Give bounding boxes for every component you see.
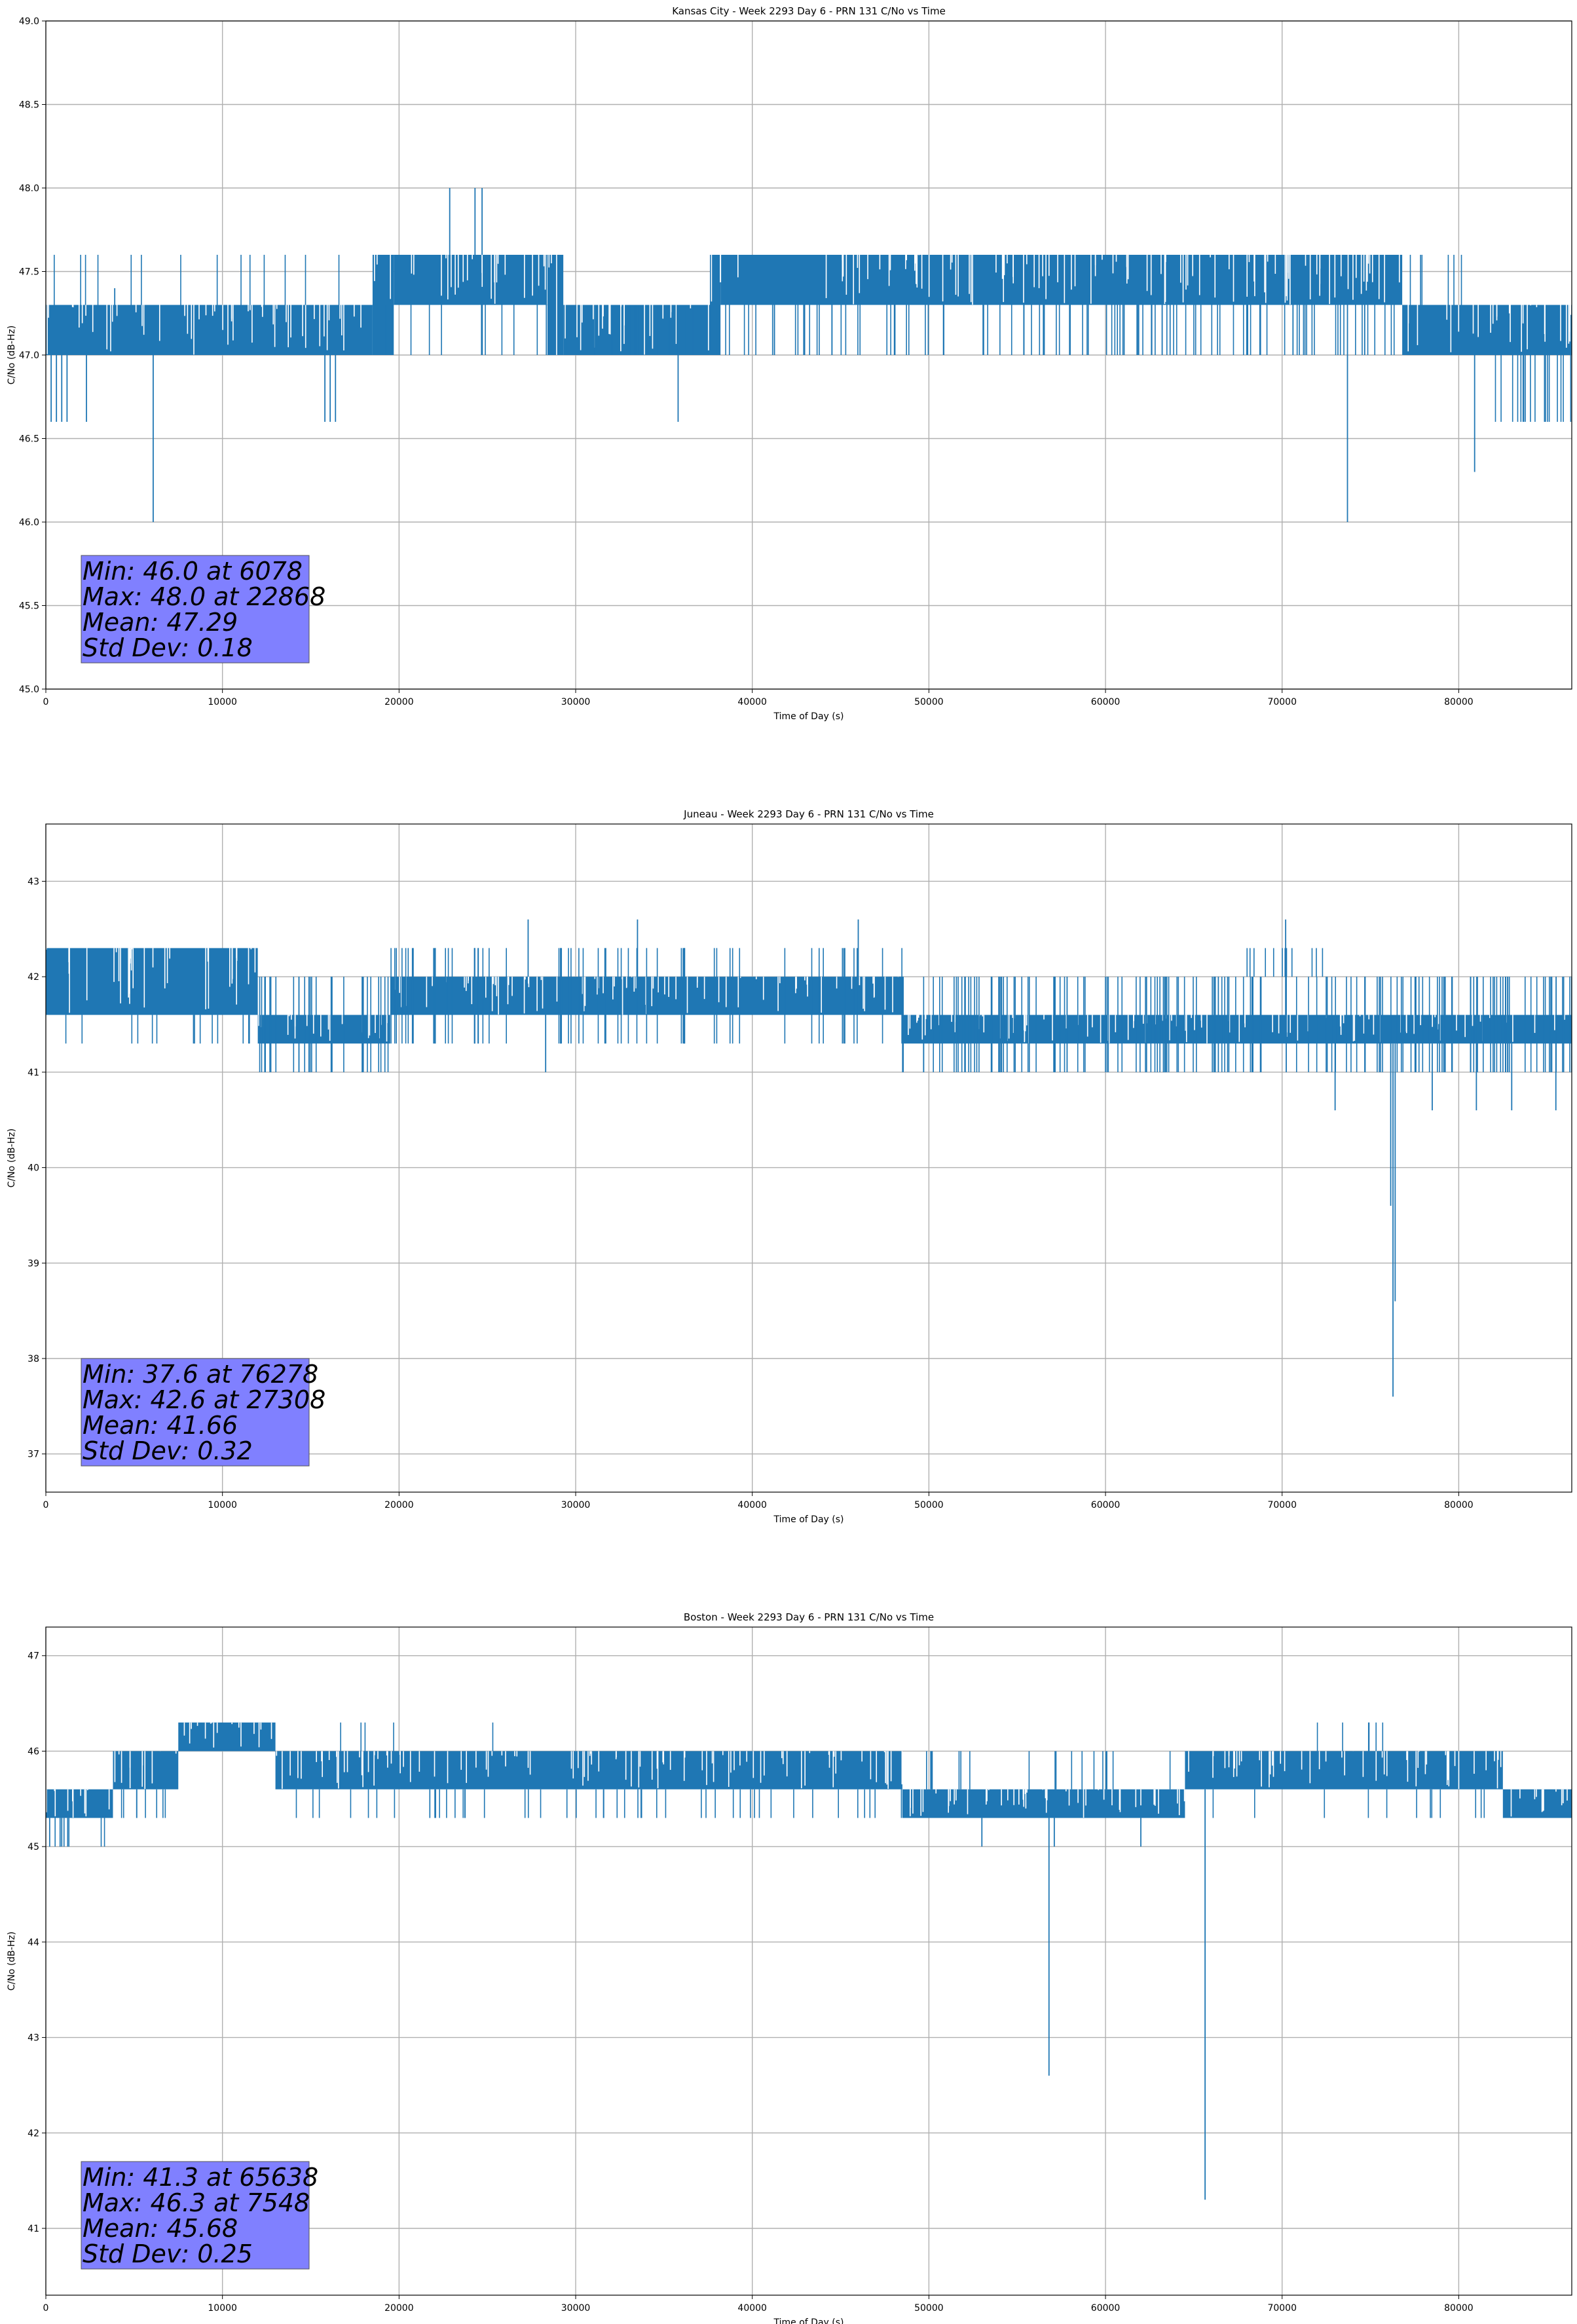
x-axis-label: Time of Day (s) [773, 711, 844, 722]
x-tick-label: 30000 [561, 2303, 591, 2314]
x-tick-label: 40000 [737, 1500, 767, 1510]
y-tick-label: 47 [28, 1651, 39, 1662]
y-axis-label: C/No (dB-Hz) [7, 1932, 17, 1991]
x-tick-label: 50000 [914, 1500, 944, 1510]
series-band [1502, 1789, 1572, 1818]
stats-line: Std Dev: 0.32 [83, 1436, 253, 1465]
y-tick-label: 41 [28, 1068, 39, 1078]
stats-line: Max: 48.0 at 22868 [83, 582, 325, 611]
chart-title: Boston - Week 2293 Day 6 - PRN 131 C/No … [684, 1611, 934, 1623]
x-tick-label: 30000 [561, 697, 591, 707]
stats-box [81, 1358, 310, 1467]
series-band [902, 1789, 1185, 1818]
series-band [547, 255, 564, 355]
chart-title: Kansas City - Week 2293 Day 6 - PRN 131 … [672, 5, 946, 17]
chart-panel-3: 0 10000 20000 30000 40000 50000 60000 70000 8000… [7, 1611, 1572, 2324]
x-tick-label: 20000 [384, 697, 414, 707]
x-tick-label: 40000 [737, 2303, 767, 2314]
chart-panel-1: 0 10000 20000 30000 40000 50000 60000 70000 8000… [7, 5, 1572, 722]
series-band [46, 948, 258, 1015]
y-tick-label: 45.5 [19, 601, 39, 612]
series-band [563, 305, 710, 355]
stats-line: Std Dev: 0.25 [83, 2240, 253, 2268]
series-band [46, 1789, 113, 1818]
x-tick-label: 70000 [1267, 2303, 1297, 2314]
y-tick-label: 48.0 [19, 183, 39, 194]
stats-line: Mean: 45.68 [83, 2214, 238, 2243]
stats-line: Std Dev: 0.18 [83, 633, 253, 662]
y-tick-label: 43 [28, 2033, 39, 2044]
series-band [113, 1751, 179, 1790]
stats-box [81, 2161, 310, 2270]
stats-line: Min: 46.0 at 6078 [83, 557, 303, 586]
stats-box [81, 555, 310, 664]
stats-line: Max: 46.3 at 7548 [83, 2188, 310, 2217]
x-axis-label: Time of Day (s) [773, 1514, 844, 1525]
stats-line: Max: 42.6 at 27308 [83, 1385, 325, 1414]
x-tick-label: 0 [43, 697, 49, 707]
y-tick-label: 48.5 [19, 100, 39, 111]
stats-line: Mean: 41.66 [83, 1411, 238, 1440]
x-tick-label: 30000 [561, 1500, 591, 1510]
x-tick-label: 80000 [1444, 1500, 1474, 1510]
y-tick-label: 46.0 [19, 517, 39, 528]
y-tick-label: 44 [28, 1938, 39, 1948]
y-tick-label: 46.5 [19, 434, 39, 445]
x-tick-label: 20000 [384, 1500, 414, 1510]
y-tick-label: 39 [28, 1258, 39, 1269]
y-tick-label: 38 [28, 1354, 39, 1364]
chart-panel-2: 0 10000 20000 30000 40000 50000 60000 70000 8000… [7, 808, 1572, 1525]
x-tick-label: 80000 [1444, 2303, 1474, 2314]
stats-line: Mean: 47.29 [83, 608, 238, 637]
x-tick-label: 60000 [1091, 1500, 1121, 1510]
y-axis-label: C/No (dB-Hz) [7, 326, 17, 384]
series-band [1185, 1751, 1503, 1790]
y-tick-label: 40 [28, 1163, 39, 1174]
series-band [1402, 305, 1572, 355]
y-tick-label: 42 [28, 2128, 39, 2139]
stats-line: Min: 37.6 at 76278 [83, 1360, 318, 1389]
chart-title: Juneau - Week 2293 Day 6 - PRN 131 C/No … [683, 808, 934, 820]
x-tick-label: 0 [43, 1500, 49, 1510]
x-tick-label: 10000 [208, 1500, 237, 1510]
x-tick-label: 10000 [208, 697, 237, 707]
y-tick-label: 41 [28, 2224, 39, 2234]
x-tick-label: 70000 [1267, 1500, 1297, 1510]
x-axis-label: Time of Day (s) [773, 2317, 844, 2324]
x-tick-label: 60000 [1091, 2303, 1121, 2314]
stats-line: Min: 41.3 at 65638 [83, 2163, 318, 2192]
y-tick-label: 43 [28, 876, 39, 887]
y-tick-label: 49.0 [19, 16, 39, 27]
y-tick-label: 47.0 [19, 350, 39, 361]
x-tick-label: 80000 [1444, 697, 1474, 707]
y-axis-label: C/No (dB-Hz) [7, 1129, 17, 1188]
axes-frame [45, 20, 1572, 690]
x-tick-label: 60000 [1091, 697, 1121, 707]
x-tick-label: 50000 [914, 697, 944, 707]
x-tick-label: 0 [43, 2303, 49, 2314]
y-tick-label: 37 [28, 1450, 39, 1460]
x-tick-label: 70000 [1267, 697, 1297, 707]
y-tick-label: 46 [28, 1746, 39, 1757]
y-tick-label: 45 [28, 1842, 39, 1852]
axes-frame [45, 823, 1572, 1493]
x-tick-label: 10000 [208, 2303, 237, 2314]
y-tick-label: 45.0 [19, 684, 39, 695]
x-tick-label: 20000 [384, 2303, 414, 2314]
y-tick-label: 47.5 [19, 267, 39, 278]
series-band [275, 1751, 902, 1790]
series-band [720, 255, 1403, 305]
series-band [113, 305, 373, 355]
x-tick-label: 40000 [737, 697, 767, 707]
y-tick-label: 42 [28, 972, 39, 983]
x-tick-label: 50000 [914, 2303, 944, 2314]
axes-frame [45, 1626, 1572, 2296]
series-band [394, 255, 547, 305]
series-band [902, 1015, 1572, 1044]
